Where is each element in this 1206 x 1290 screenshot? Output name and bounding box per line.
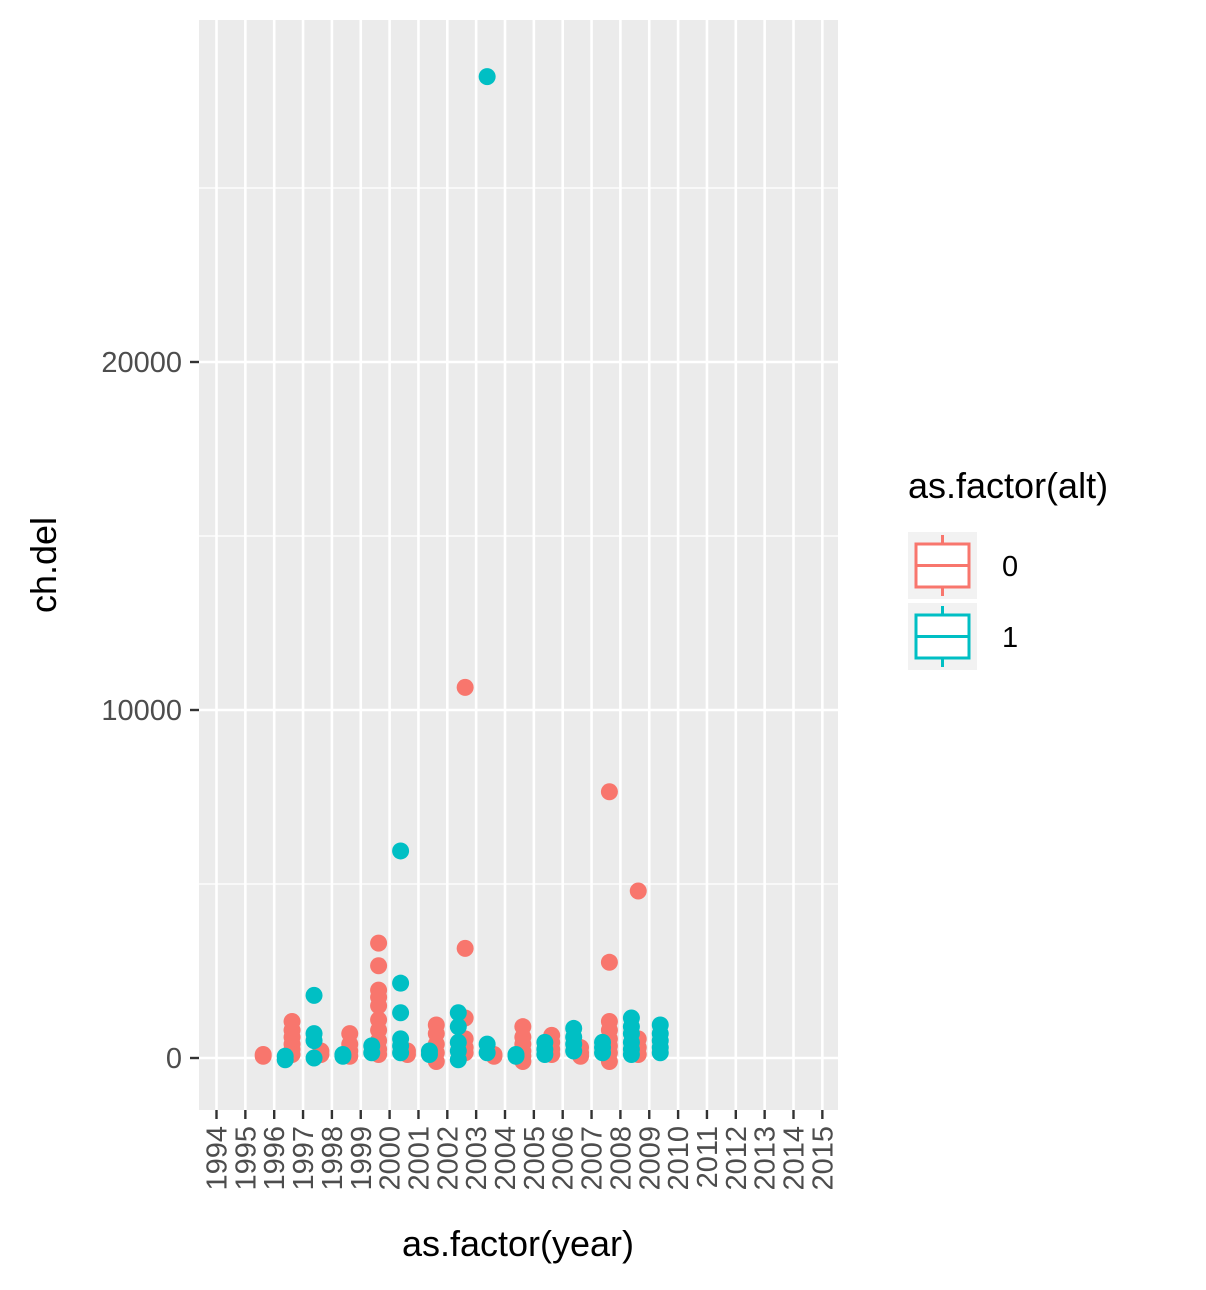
data-point bbox=[449, 1004, 467, 1022]
grid bbox=[199, 20, 838, 1110]
data-point bbox=[456, 678, 474, 696]
data-point bbox=[629, 882, 647, 900]
y-axis-title: ch.del bbox=[23, 517, 64, 613]
data-point bbox=[392, 974, 410, 992]
series-1 bbox=[276, 68, 669, 1069]
data-point bbox=[334, 1047, 352, 1065]
y-tick-label: 20000 bbox=[101, 347, 182, 379]
x-tick-label: 2001 bbox=[403, 1126, 435, 1191]
data-point bbox=[565, 1042, 583, 1060]
legend: as.factor(alt) 01 bbox=[908, 465, 1108, 670]
legend-entry-1: 1 bbox=[908, 603, 1018, 670]
x-tick-label: 2000 bbox=[375, 1126, 407, 1191]
data-point bbox=[363, 1044, 381, 1062]
series-layer bbox=[254, 68, 669, 1070]
x-tick-label: 1996 bbox=[259, 1126, 291, 1191]
y-tick-label: 10000 bbox=[101, 695, 182, 727]
x-tick-label: 2003 bbox=[461, 1126, 493, 1191]
plot-background bbox=[199, 20, 838, 1110]
x-tick-label: 1997 bbox=[288, 1126, 320, 1191]
x-tick-label: 2011 bbox=[692, 1126, 724, 1188]
data-point bbox=[370, 997, 388, 1015]
x-tick-label: 2015 bbox=[807, 1126, 839, 1191]
data-point bbox=[600, 783, 618, 801]
data-point bbox=[254, 1047, 272, 1065]
x-tick-label: 2012 bbox=[721, 1126, 753, 1191]
legend-title: as.factor(alt) bbox=[908, 465, 1108, 506]
x-tick-label: 1998 bbox=[317, 1126, 349, 1191]
data-point bbox=[507, 1047, 525, 1065]
y-tick-label: 0 bbox=[166, 1043, 182, 1075]
x-tick-label: 2004 bbox=[490, 1126, 522, 1191]
x-tick-label: 2014 bbox=[779, 1126, 811, 1191]
x-axis-title: as.factor(year) bbox=[402, 1223, 634, 1264]
x-tick-label: 1999 bbox=[346, 1126, 378, 1191]
x-tick-label: 2007 bbox=[577, 1126, 609, 1191]
data-point bbox=[305, 1032, 323, 1050]
data-point bbox=[370, 934, 388, 952]
y-axis: 0 10000 20000 bbox=[101, 347, 199, 1075]
data-point bbox=[392, 1004, 410, 1022]
x-axis: 1994199519961997199819992000200120022003… bbox=[202, 1110, 839, 1191]
data-point bbox=[600, 953, 618, 971]
data-point bbox=[276, 1051, 294, 1069]
legend-entries: 01 bbox=[908, 532, 1018, 670]
x-tick-label: 2013 bbox=[750, 1126, 782, 1191]
data-point bbox=[392, 1044, 410, 1062]
data-point bbox=[651, 1044, 669, 1062]
x-tick-label: 2010 bbox=[663, 1126, 695, 1191]
x-tick-label: 1995 bbox=[230, 1126, 262, 1191]
x-tick-label: 2005 bbox=[519, 1126, 551, 1191]
legend-label: 1 bbox=[1002, 622, 1018, 654]
data-point bbox=[536, 1046, 554, 1064]
x-tick-label: 2008 bbox=[605, 1126, 637, 1191]
data-point bbox=[305, 986, 323, 1004]
data-point bbox=[392, 842, 410, 860]
data-point bbox=[370, 957, 388, 975]
data-point bbox=[449, 1051, 467, 1069]
data-point bbox=[449, 1018, 467, 1036]
x-tick-label: 2002 bbox=[432, 1126, 464, 1191]
legend-label: 0 bbox=[1002, 551, 1018, 583]
data-point bbox=[594, 1044, 612, 1062]
data-point bbox=[305, 1049, 323, 1067]
x-tick-label: 2006 bbox=[548, 1126, 580, 1191]
data-point bbox=[478, 1044, 496, 1062]
data-point bbox=[456, 939, 474, 957]
x-tick-label: 2009 bbox=[634, 1126, 666, 1191]
data-point bbox=[622, 1046, 640, 1064]
legend-entry-0: 0 bbox=[908, 532, 1018, 599]
data-point bbox=[420, 1046, 438, 1064]
data-point bbox=[478, 68, 496, 86]
x-tick-label: 1994 bbox=[202, 1126, 234, 1191]
